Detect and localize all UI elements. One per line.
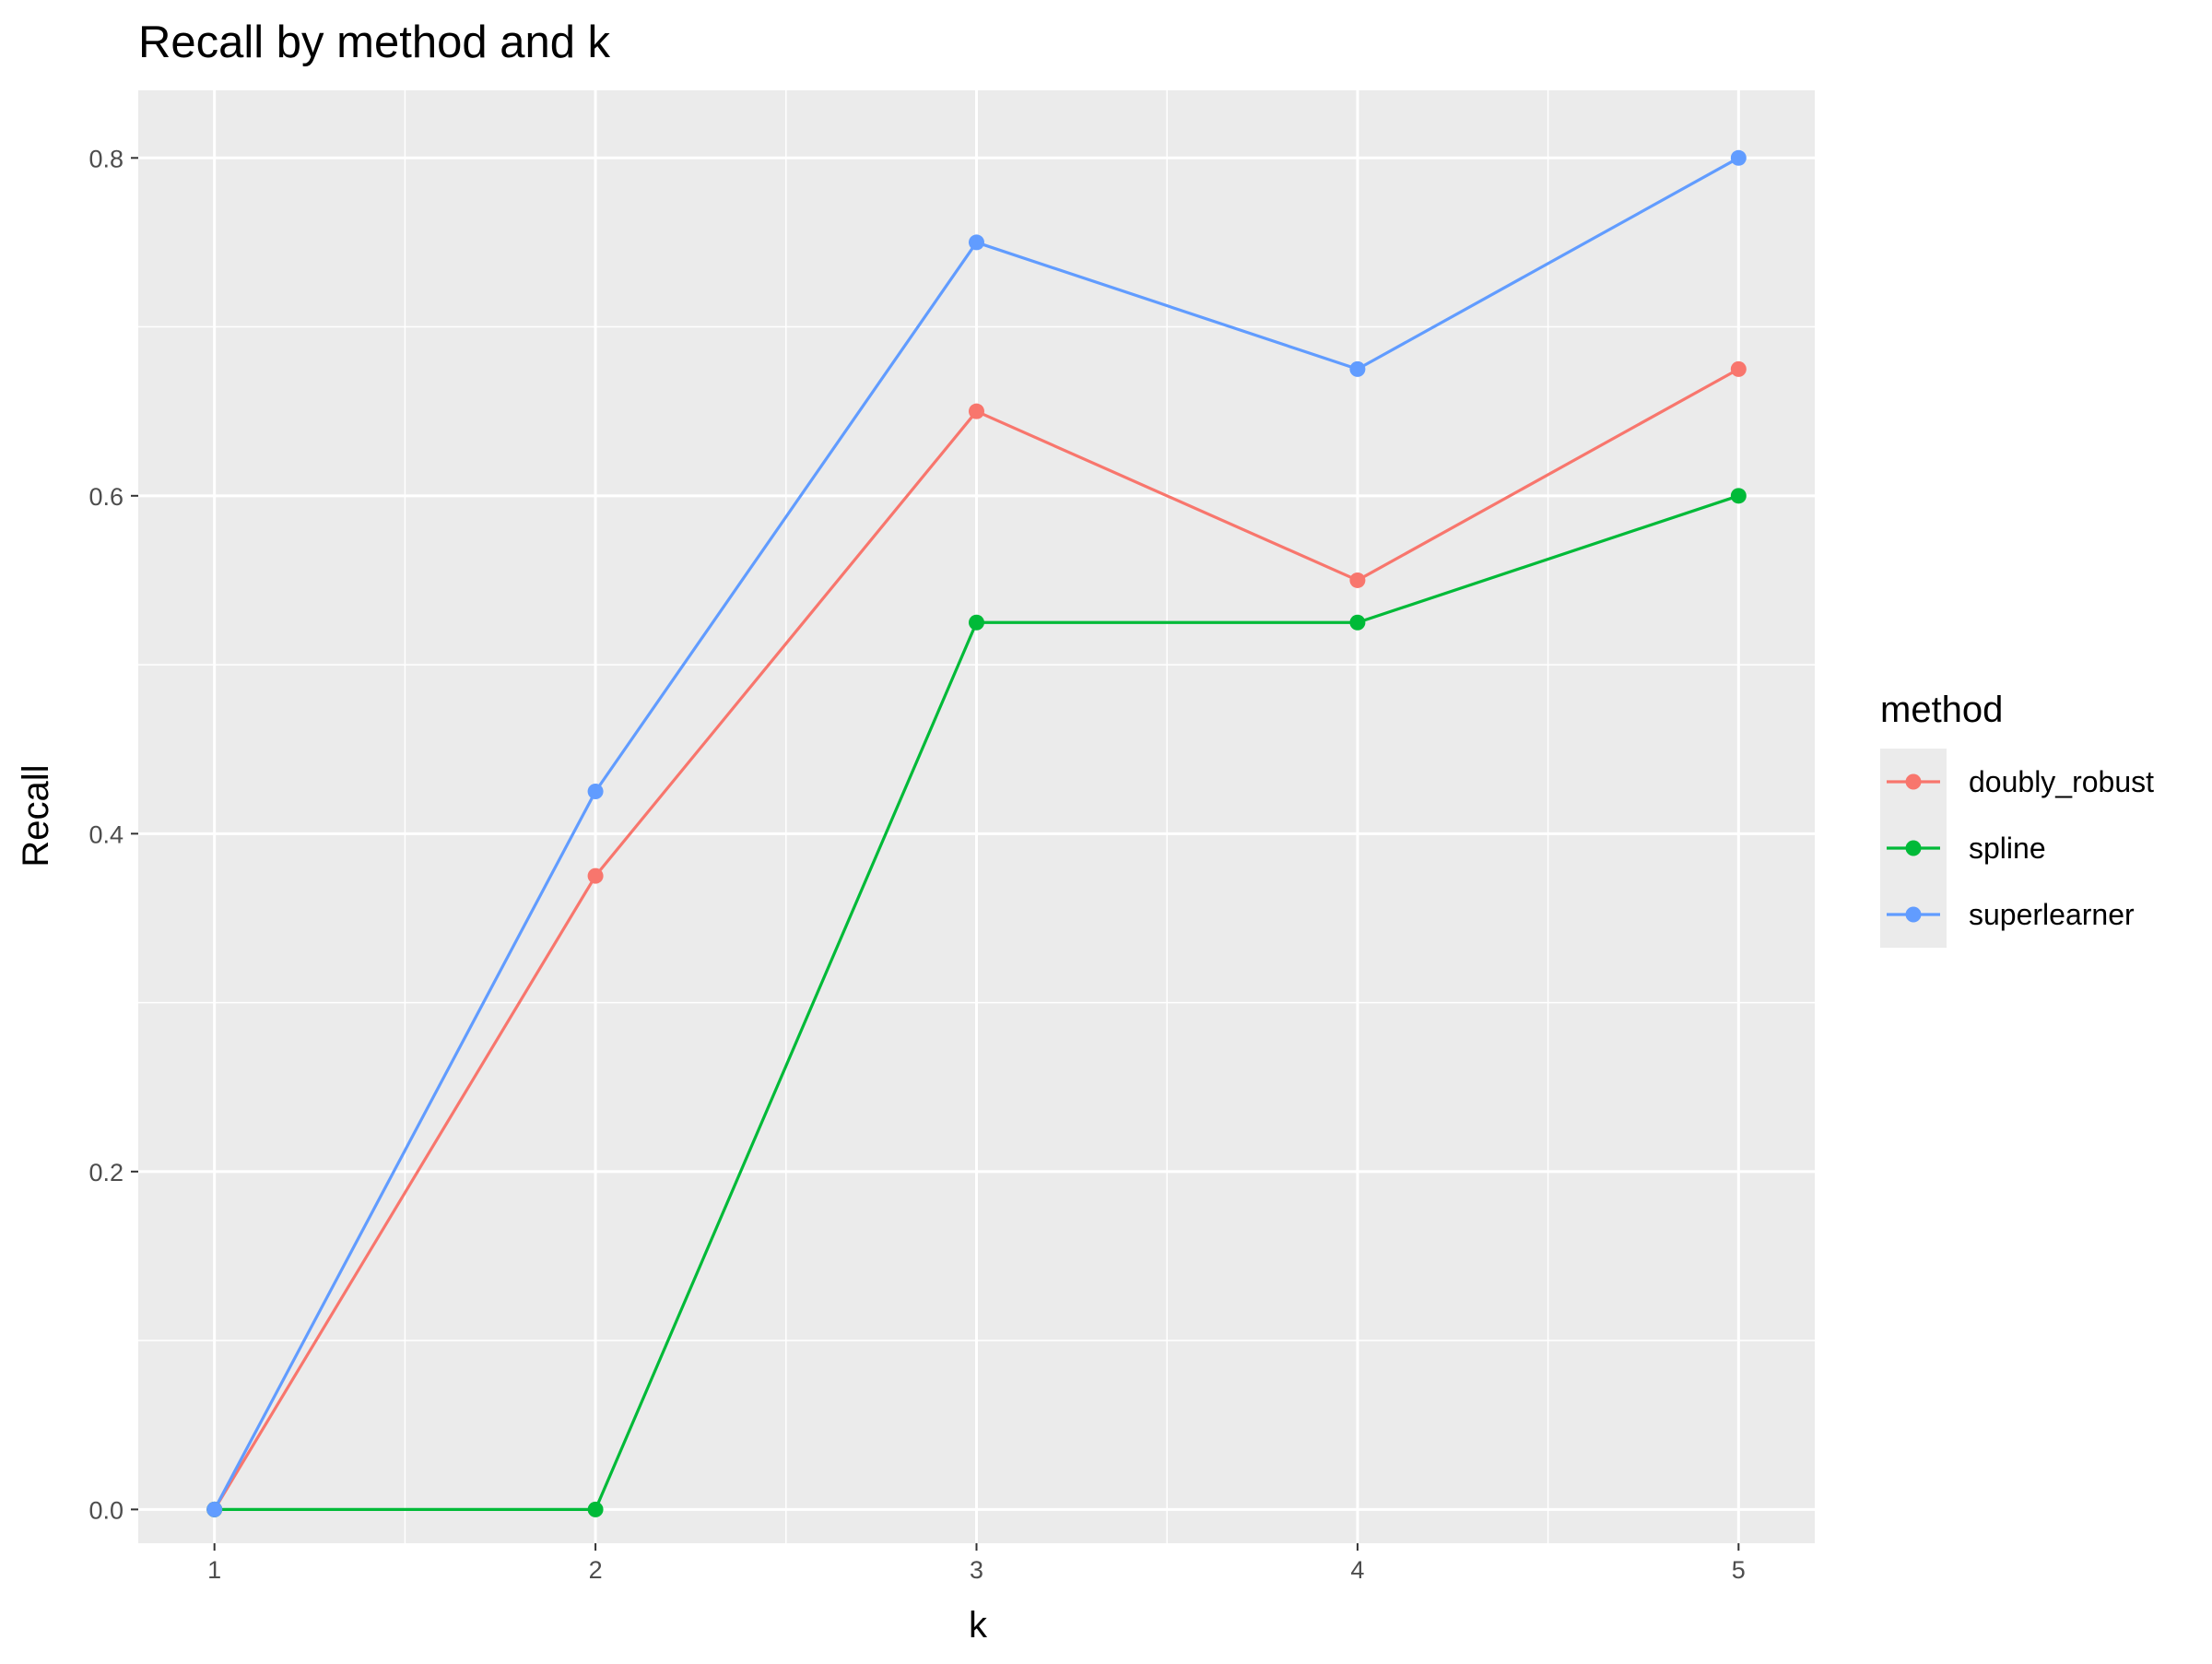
x-tick-label: 3 [970, 1556, 983, 1584]
y-tick-label: 0.8 [88, 145, 124, 172]
x-tick-label: 4 [1350, 1556, 1364, 1584]
data-point-spline [587, 1501, 604, 1517]
data-point-superlearner [969, 234, 984, 251]
legend-label-superlearner: superlearner [1969, 898, 2135, 931]
data-point-superlearner [206, 1501, 223, 1517]
data-point-superlearner [1730, 149, 1747, 166]
x-tick-label: 5 [1732, 1556, 1746, 1584]
x-axis: 1 2 3 4 5 [207, 1543, 1746, 1584]
legend-label-spline: spline [1969, 832, 2046, 865]
data-point-doubly-robust [1349, 572, 1366, 588]
y-tick-label: 0.4 [88, 820, 124, 848]
x-axis-title: k [969, 1605, 988, 1646]
y-tick-label: 0.6 [88, 483, 124, 511]
y-tick-label: 0.2 [88, 1159, 124, 1186]
y-tick-label: 0.0 [88, 1496, 124, 1524]
x-tick-label: 2 [589, 1556, 603, 1584]
y-axis: 0.0 0.2 0.4 0.6 0.8 [88, 145, 138, 1524]
x-tick-label: 1 [207, 1556, 221, 1584]
data-point-spline [1349, 614, 1366, 631]
data-point-superlearner [587, 784, 604, 800]
data-point-spline [969, 614, 984, 631]
chart-title: Recall by method and k [138, 18, 611, 67]
data-point-doubly-robust [1730, 360, 1747, 377]
legend-key-point-superlearner [1905, 906, 1922, 923]
legend-label-doubly-robust: doubly_robust [1969, 765, 2154, 798]
y-axis-title: Recall [16, 764, 56, 867]
plot-panel [138, 90, 1815, 1543]
data-point-superlearner [1349, 360, 1366, 377]
legend-key-point-spline [1905, 840, 1922, 856]
data-point-doubly-robust [587, 867, 604, 884]
legend-key-point-doubly-robust [1905, 773, 1922, 790]
data-point-doubly-robust [969, 403, 984, 419]
legend-title: method [1880, 690, 2003, 730]
data-point-spline [1730, 488, 1747, 504]
